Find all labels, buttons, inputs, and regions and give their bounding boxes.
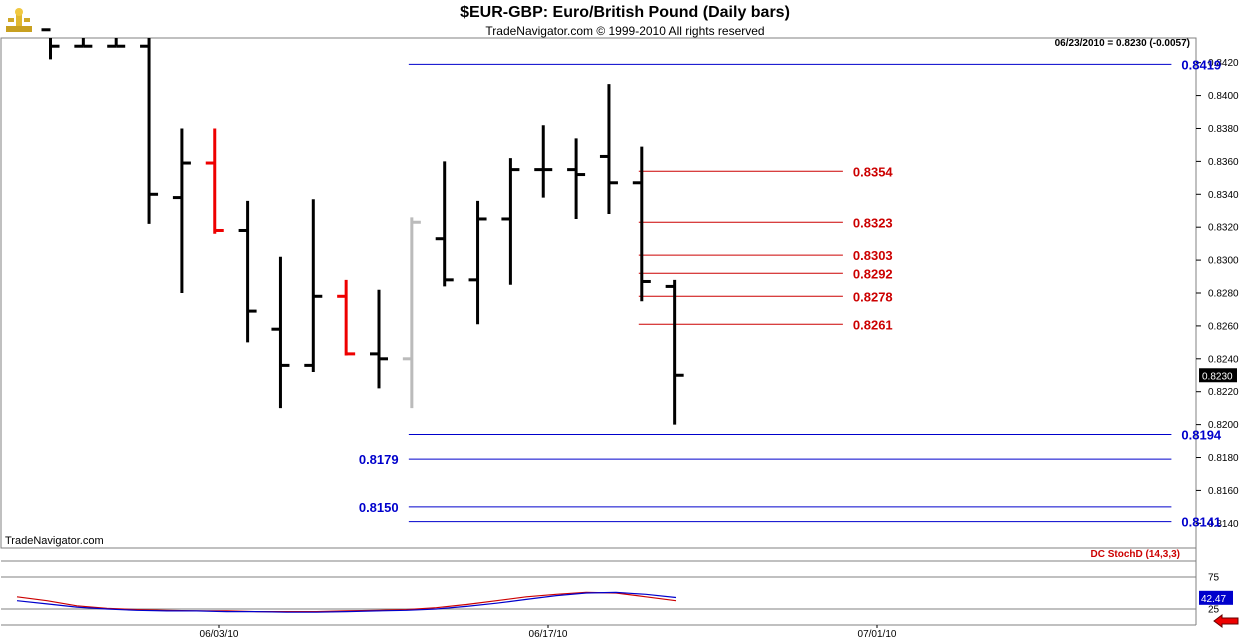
y-tick-label: 0.8180 <box>1208 453 1239 464</box>
indicator-title: DC StochD (14,3,3) <box>1090 549 1180 560</box>
stoch-value-badge <box>1199 590 1233 605</box>
level-label: 0.8323 <box>853 215 893 230</box>
x-tick-label: 06/03/10 <box>200 629 239 640</box>
y-tick-label: 0.8360 <box>1208 157 1239 168</box>
level-label: 0.8303 <box>853 248 893 263</box>
level-label: 0.8278 <box>853 289 893 304</box>
y-tick-label: 0.8200 <box>1208 420 1239 431</box>
y-tick-label: 0.8380 <box>1208 124 1239 135</box>
level-label: 0.8141 <box>1181 515 1221 530</box>
y-tick-label: 0.8260 <box>1208 321 1239 332</box>
y-tick-label: 0.8220 <box>1208 387 1239 398</box>
level-label: 0.8354 <box>853 164 894 179</box>
level-label: 0.8261 <box>853 317 893 332</box>
y-tick-label: 0.8280 <box>1208 289 1239 300</box>
tradenavigator-logo-icon <box>6 8 32 32</box>
stoch-value-label: 42.47 <box>1201 594 1226 605</box>
y-tick-label: 0.8300 <box>1208 256 1239 267</box>
last-price-label: 0.8230 <box>1202 371 1233 382</box>
level-label: 0.8292 <box>853 266 893 281</box>
x-tick-label: 07/01/10 <box>858 629 897 640</box>
y-tick-label: 0.8140 <box>1208 519 1239 530</box>
y-tick-label: 0.8420 <box>1208 58 1239 69</box>
level-label: 0.8150 <box>359 500 399 515</box>
chart-subtitle: TradeNavigator.com © 1999-2010 All right… <box>485 24 765 38</box>
level-label: 0.8419 <box>1181 57 1221 72</box>
y-tick-label: 0.8400 <box>1208 91 1239 102</box>
level-label: 0.8179 <box>359 452 399 467</box>
stoch-series-k <box>16 591 677 613</box>
y-tick-label: 0.8340 <box>1208 190 1239 201</box>
watermark: TradeNavigator.com <box>5 535 104 547</box>
level-label: 0.8194 <box>1181 427 1222 442</box>
price-readout: 06/23/2010 = 0.8230 (-0.0057) <box>1054 38 1190 49</box>
price-panel-frame <box>0 37 1197 549</box>
stoch-series-d <box>16 591 677 613</box>
y-tick-label: 0.8160 <box>1208 486 1239 497</box>
x-tick-label: 06/17/10 <box>529 629 568 640</box>
y-tick-label: 0.8320 <box>1208 223 1239 234</box>
scroll-arrow-icon[interactable] <box>1212 613 1240 629</box>
last-price-badge <box>1199 368 1237 383</box>
chart-title: $EUR-GBP: Euro/British Pound (Daily bars… <box>460 4 790 21</box>
stoch-tick-label: 75 <box>1208 573 1220 584</box>
y-tick-label: 0.8240 <box>1208 354 1239 365</box>
